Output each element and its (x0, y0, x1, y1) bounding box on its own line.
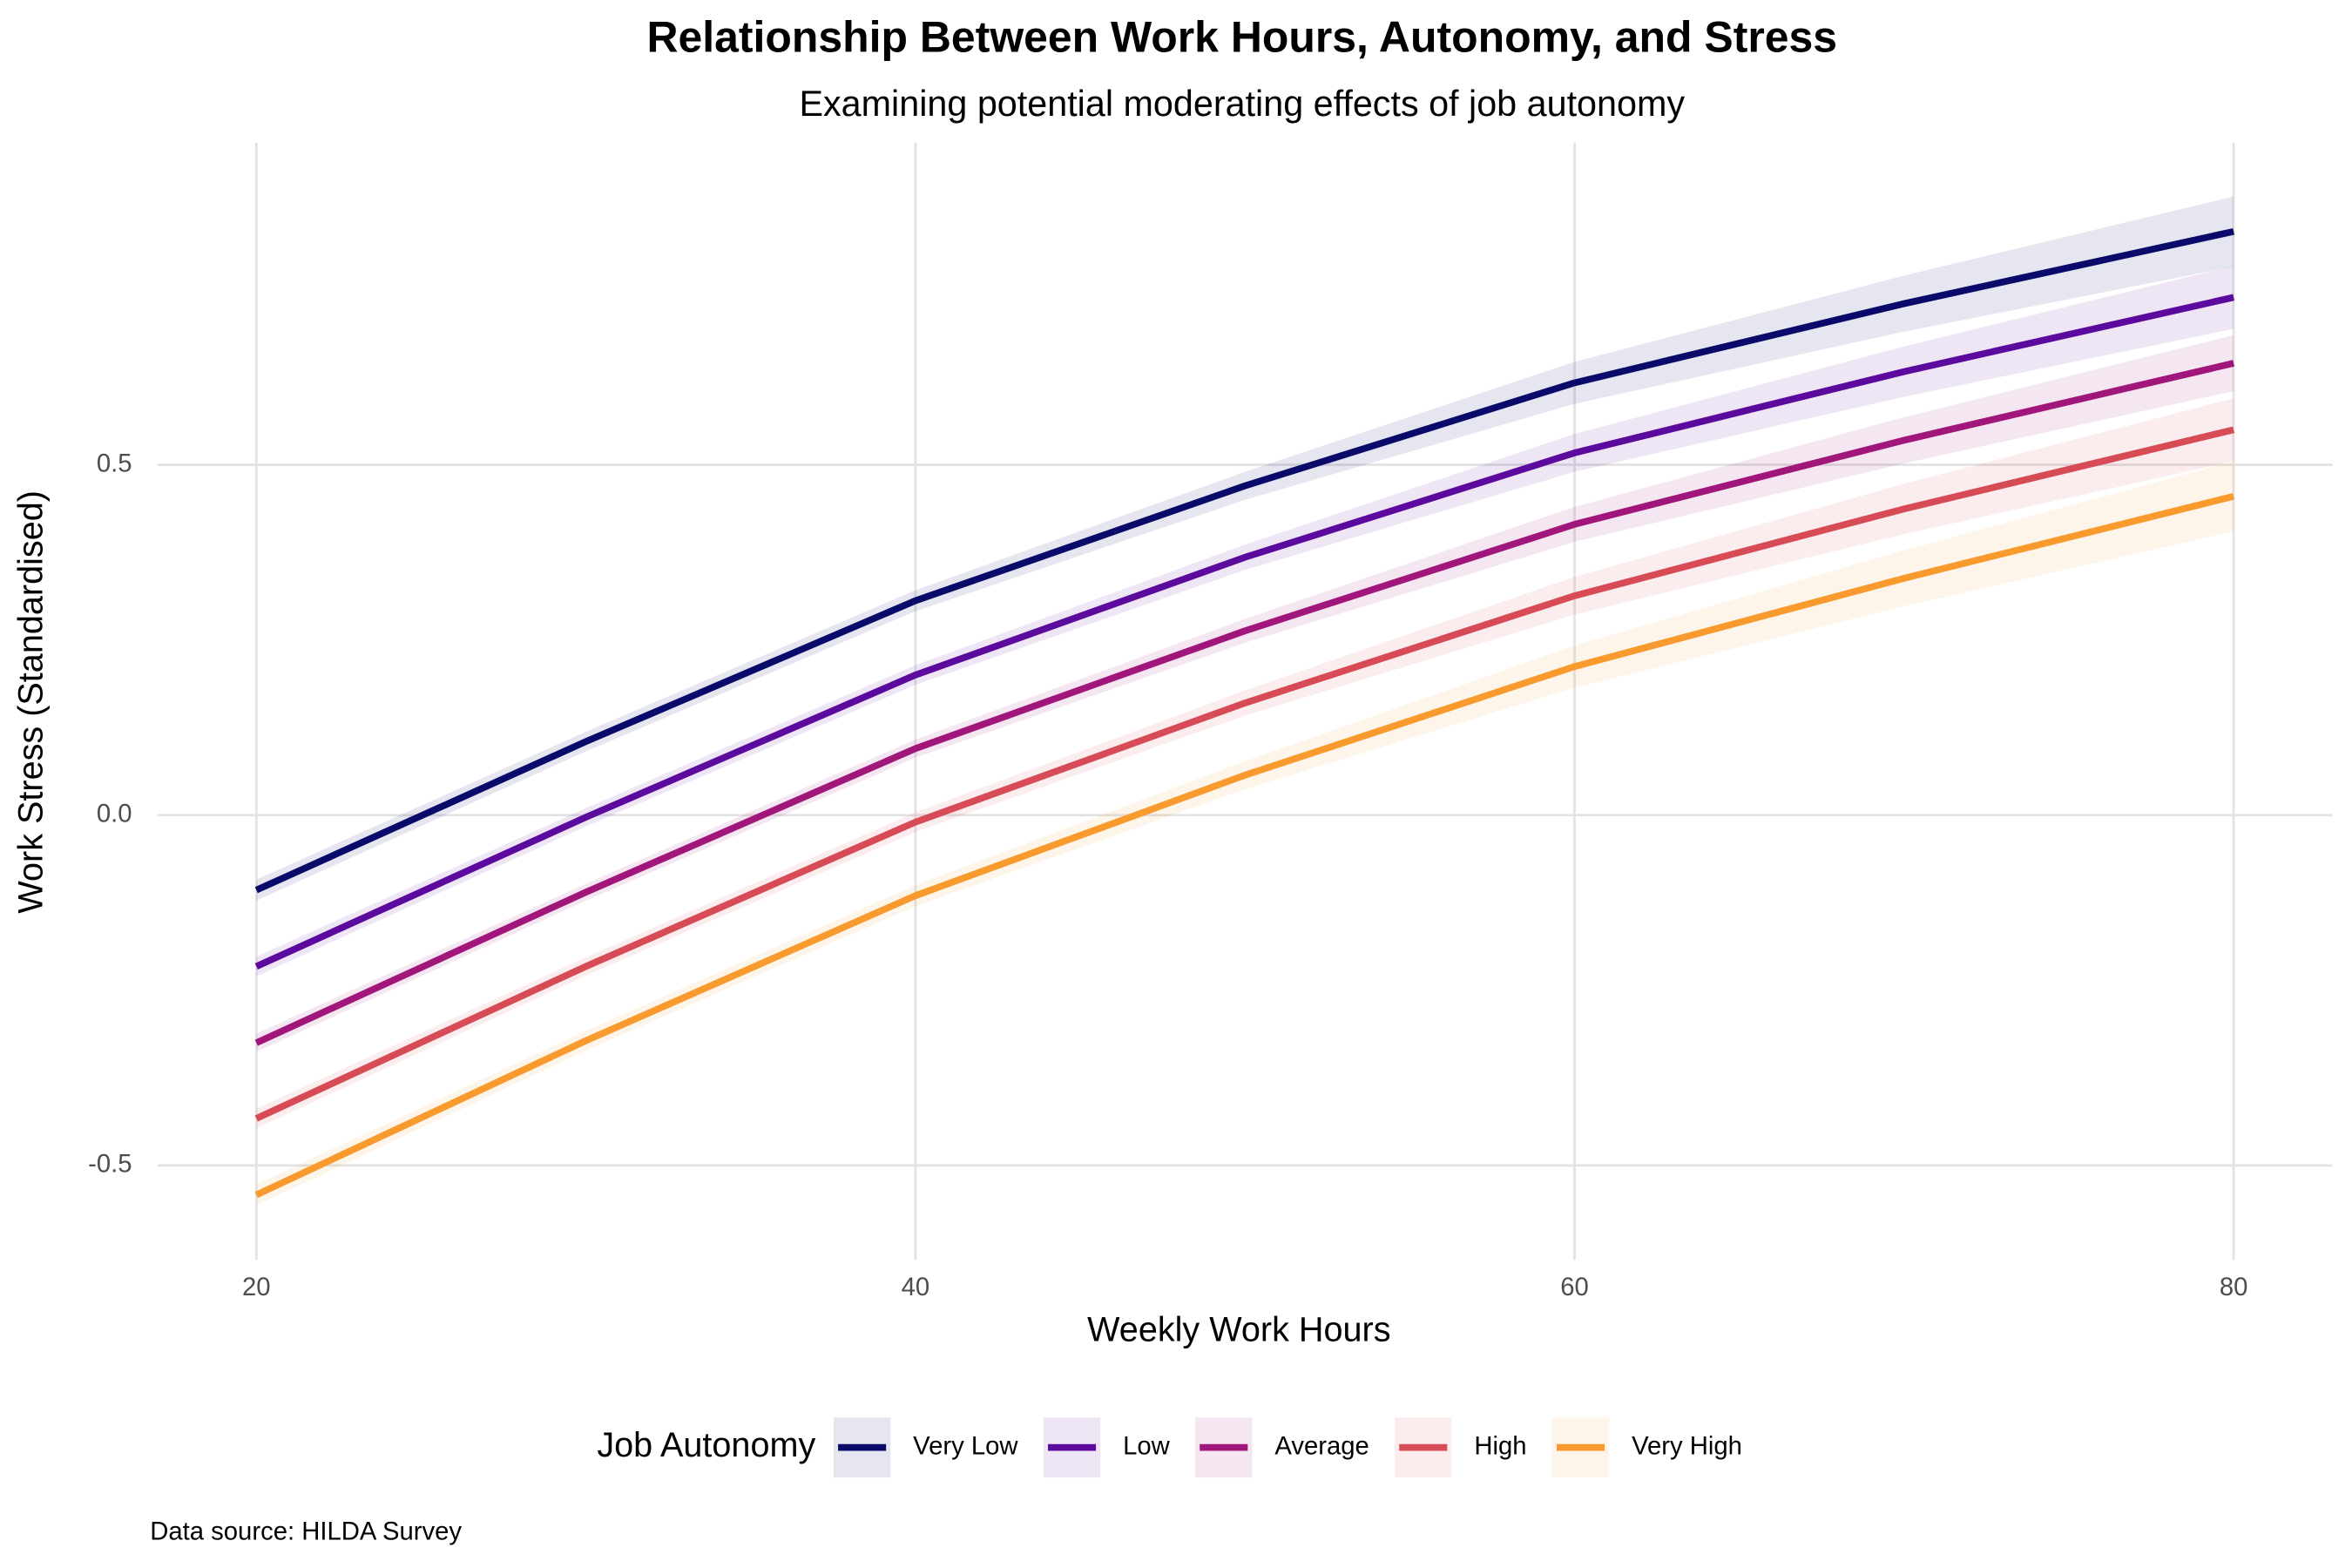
x-tick-label: 80 (2220, 1274, 2248, 1301)
chart-subtitle: Examining potential moderating effects o… (799, 84, 1685, 124)
series-line (254, 492, 2235, 1199)
confidence-ribbon (256, 266, 2234, 977)
x-tick-label: 60 (1560, 1274, 1589, 1301)
legend-label: Average (1274, 1432, 1369, 1460)
legend-label: Very High (1632, 1432, 1742, 1460)
series-line (254, 294, 2234, 970)
legend-title: Job Autonomy (597, 1426, 815, 1464)
series-line (254, 426, 2235, 1122)
x-axis-title: Weekly Work Hours (1087, 1311, 1390, 1349)
y-tick-label: -0.5 (88, 1151, 132, 1179)
y-tick-label: 0.0 (97, 800, 132, 828)
confidence-ribbon (256, 196, 2234, 901)
legend-label: Low (1123, 1432, 1171, 1460)
legend-label: High (1474, 1432, 1526, 1460)
x-tick-label: 20 (242, 1274, 271, 1301)
y-tick-label: 0.5 (97, 449, 132, 477)
grid: 20 40 60 80 -0.5 0.0 0.5 (88, 142, 2333, 1301)
confidence-ribbon (256, 398, 2234, 1129)
series-line (254, 360, 2235, 1046)
chart-title: Relationship Between Work Hours, Autonom… (646, 13, 1837, 62)
legend-label: Very Low (913, 1432, 1018, 1460)
lines (254, 227, 2235, 1199)
caption: Data source: HILDA Survey (150, 1518, 462, 1546)
legend: Job Autonomy Very Low Low Average High Very H… (597, 1417, 1742, 1478)
x-tick-label: 40 (902, 1274, 930, 1301)
y-axis-title: Work Stress (Standardised) (11, 490, 50, 914)
series-line (254, 227, 2234, 894)
confidence-ribbon (256, 461, 2234, 1206)
